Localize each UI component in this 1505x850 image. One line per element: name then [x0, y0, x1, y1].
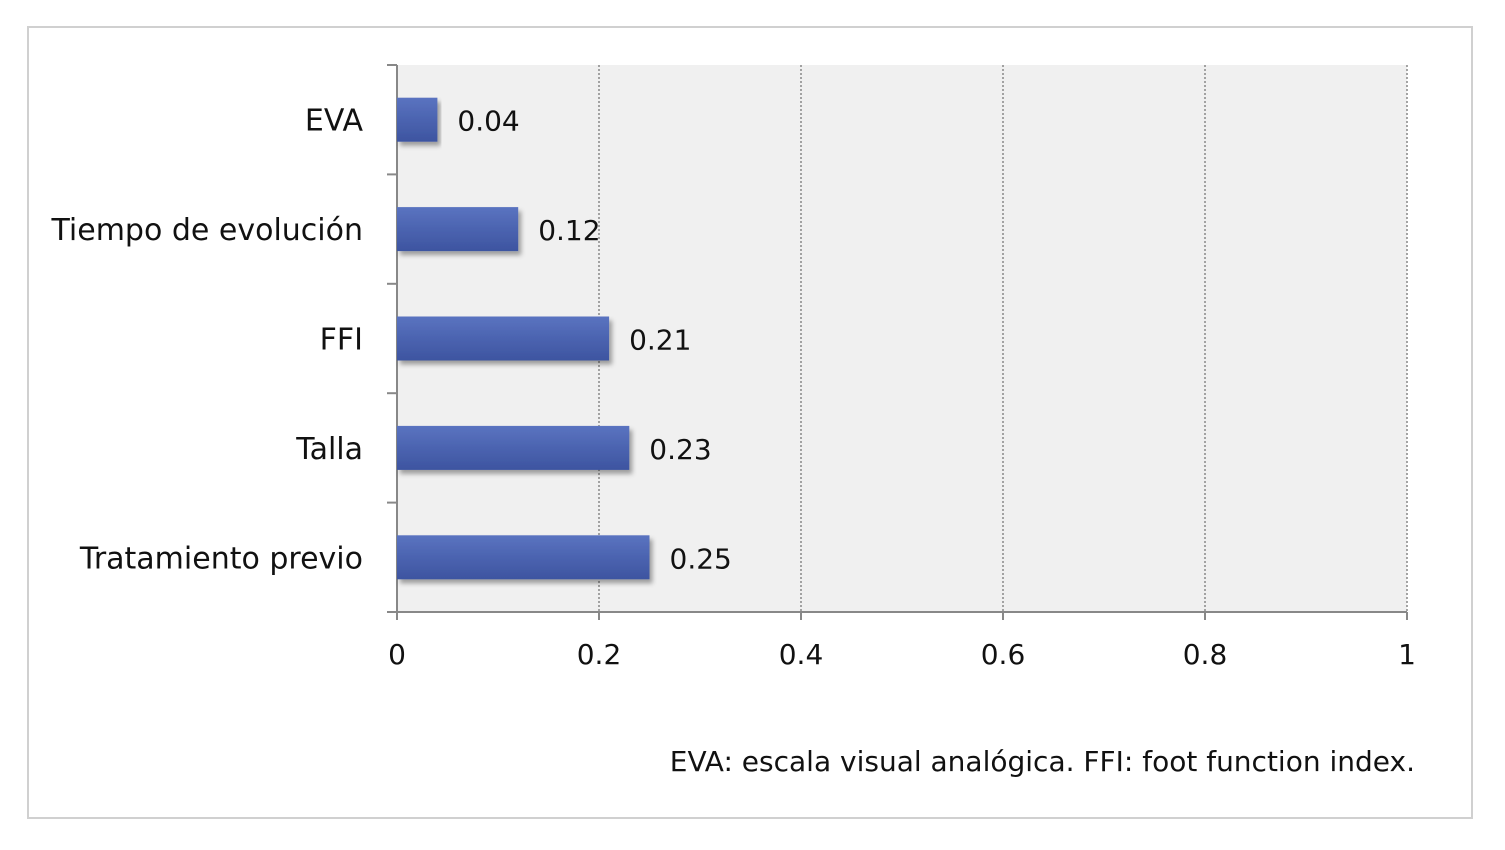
footnote: EVA: escala visual analógica. FFI: foot … [669, 745, 1415, 778]
data-label: 0.23 [649, 433, 711, 466]
data-label: 0.21 [629, 324, 691, 357]
category-label: Talla [295, 432, 363, 467]
x-tick-label: 0.8 [1183, 638, 1228, 671]
x-tick-label: 0 [388, 638, 406, 671]
data-label: 0.04 [457, 105, 519, 138]
x-tick-label: 0.4 [779, 638, 824, 671]
x-tick-label: 0.6 [981, 638, 1026, 671]
category-label: EVA [305, 104, 364, 139]
bar [397, 97, 438, 142]
chart-frame [27, 26, 1473, 819]
x-tick-label: 1 [1398, 638, 1416, 671]
bar [397, 316, 610, 361]
category-label: FFI [320, 323, 363, 358]
bar [397, 425, 630, 470]
category-label: Tratamiento previo [79, 541, 363, 576]
data-label: 0.12 [538, 214, 600, 247]
x-tick-label: 0.2 [577, 638, 622, 671]
data-label: 0.25 [670, 542, 732, 575]
bar [397, 535, 650, 580]
bar [397, 207, 519, 252]
category-label: Tiempo de evolución [51, 213, 364, 248]
